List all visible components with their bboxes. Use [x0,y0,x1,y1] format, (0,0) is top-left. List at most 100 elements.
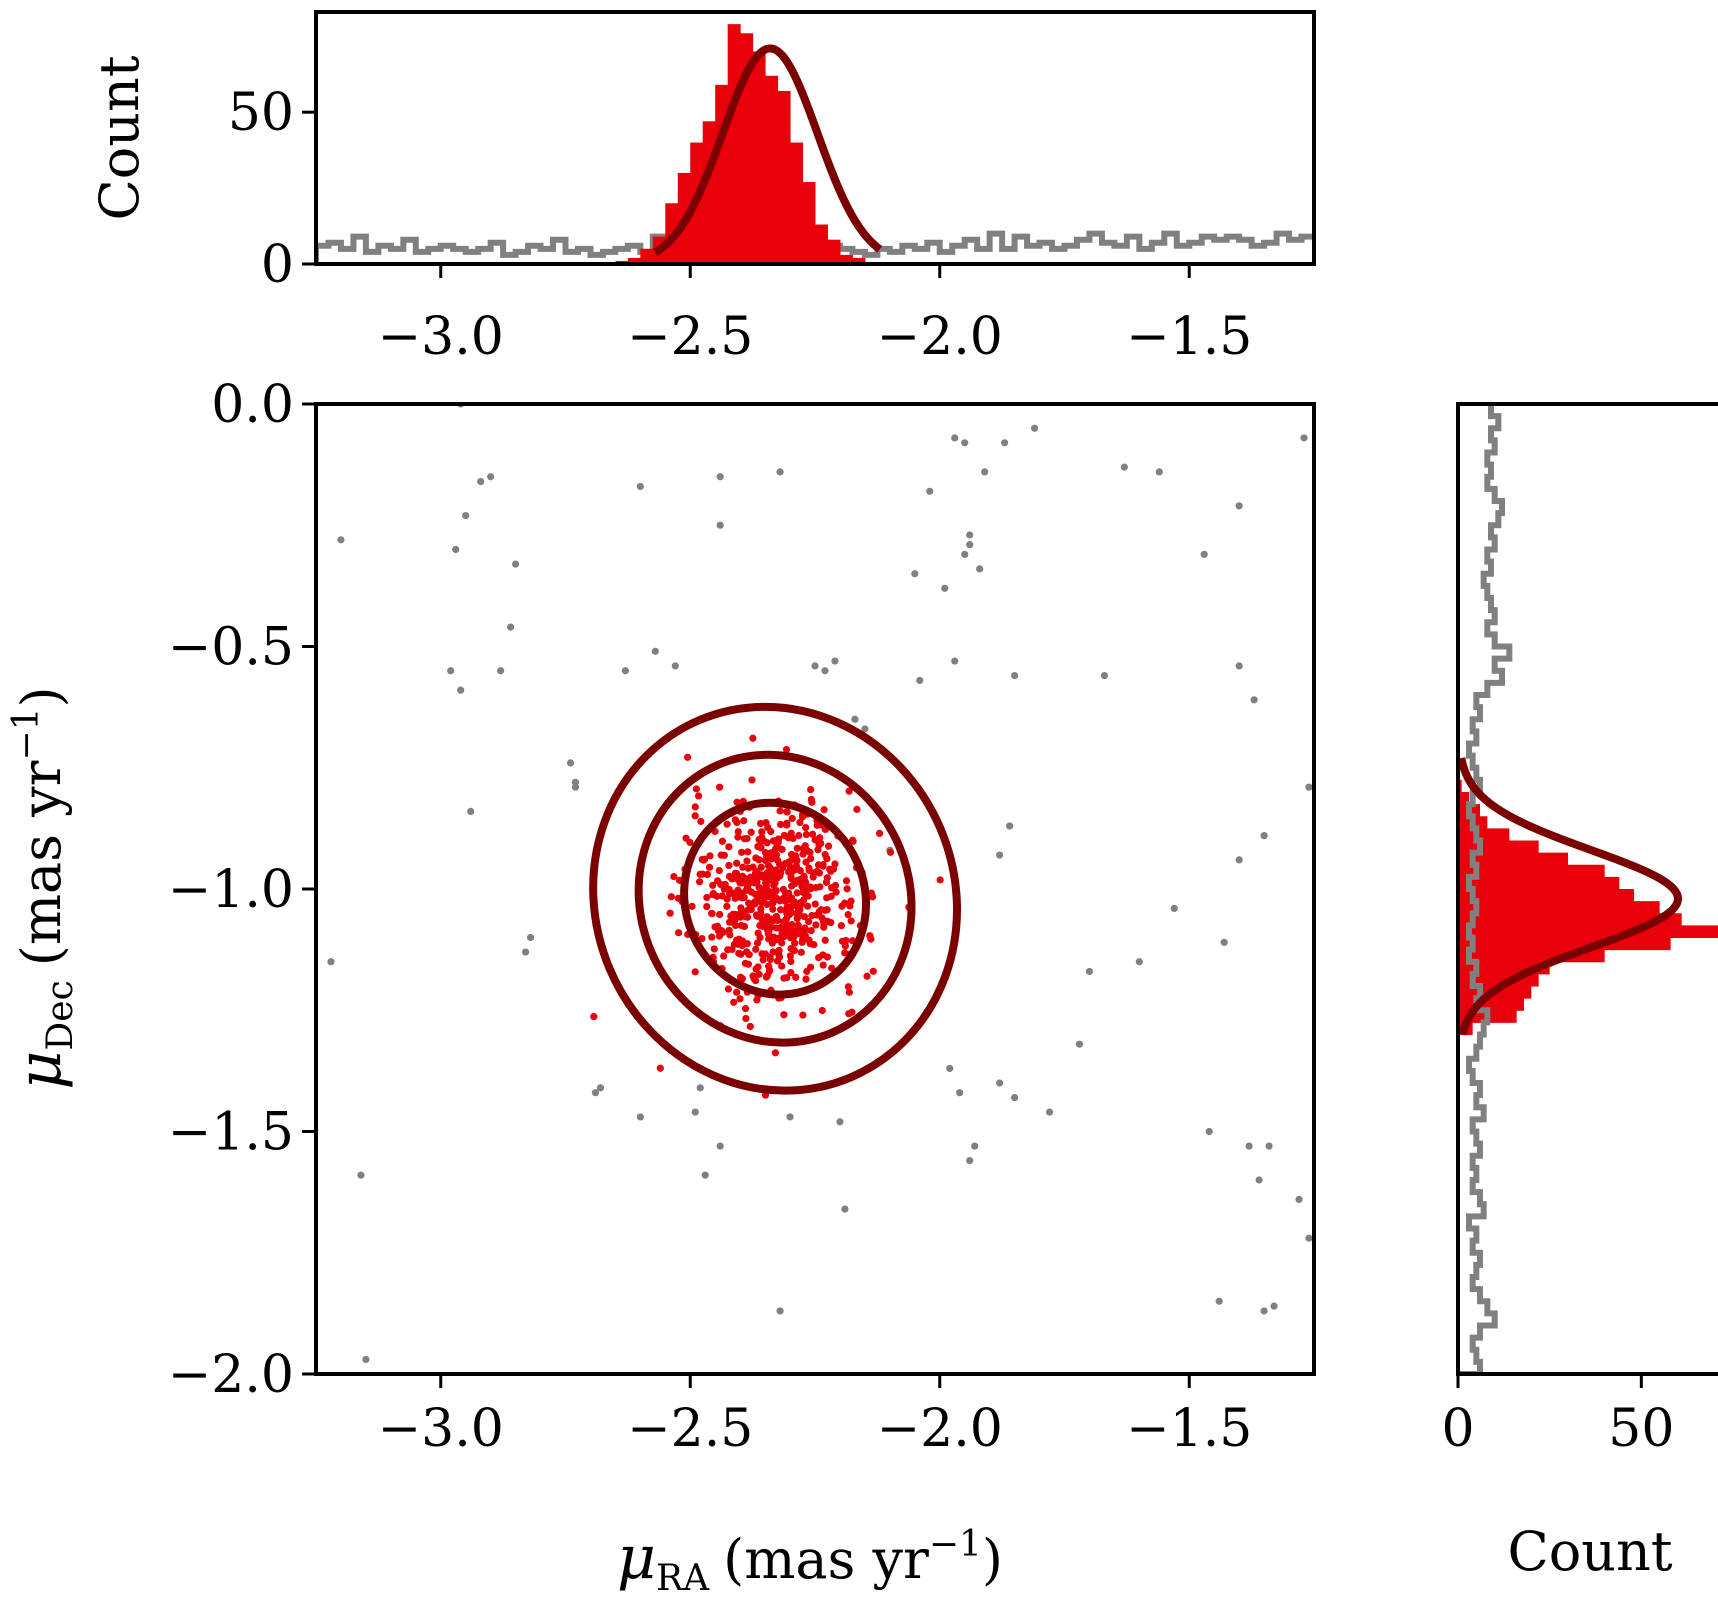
field-point [636,1113,644,1121]
member-point [816,883,824,891]
member-point [670,873,678,881]
member-point [778,845,786,854]
right-member-bar [1458,925,1718,938]
right-member-bar [1458,937,1671,951]
field-point [966,1157,974,1165]
field-point [1001,439,1009,447]
member-point [867,935,875,943]
member-point [782,889,790,897]
member-point [706,852,714,860]
member-point [703,902,711,911]
member-point [695,878,704,886]
member-point [751,900,759,908]
member-point [694,792,703,800]
right-frame [1456,402,1718,1376]
member-point [740,893,748,902]
right-member-bar [1458,852,1568,866]
member-point [733,798,741,806]
member-point [733,988,741,996]
right-ticks: 0 50 [1441,1374,1674,1459]
member-point [787,873,795,881]
member-point [769,948,777,956]
member-point [795,831,803,840]
top-member-bar [839,254,853,264]
member-point [762,882,770,890]
field-point [1220,938,1228,946]
main-x-label-subscript: RA [656,1558,710,1598]
main-y-tick-label: −1.0 [168,860,294,920]
field-point [1215,1297,1223,1305]
member-point [791,939,799,947]
member-point [730,998,738,1006]
member-point [734,828,742,836]
member-point [794,900,802,908]
right-member-bar [1458,998,1524,1011]
member-point [667,893,675,901]
field-point [477,478,485,486]
field-point [1075,1040,1084,1048]
member-point [819,961,827,969]
member-point [778,862,786,870]
member-point [814,861,823,869]
member-point [809,830,817,838]
member-point [723,902,731,910]
member-point [768,900,776,908]
field-point [1305,783,1313,791]
member-point [691,968,699,976]
member-point [820,806,828,814]
member-point [769,905,777,913]
field-point [696,1084,704,1092]
member-point [762,973,771,981]
member-point [769,837,777,845]
member-point [752,965,760,973]
member-point [803,902,812,910]
top-member-bar [727,24,741,264]
field-point [996,1079,1004,1087]
member-point [787,863,795,871]
field-point [786,1113,794,1121]
member-point [777,923,785,932]
field-point [521,948,530,956]
field-point [851,715,859,723]
right-member-bar [1458,828,1510,841]
member-point [765,962,773,970]
main-y-label: μDec (mas yr−1) [5,686,81,1089]
top-member-histogram [615,24,866,264]
member-point [808,912,816,920]
member-point [716,910,724,919]
member-point [688,902,696,910]
field-point [946,1064,954,1073]
right-member-bar [1458,913,1682,926]
member-point [728,875,736,883]
member-point [821,850,829,859]
main-y-label-close: ) [10,686,73,707]
field-point [1135,958,1143,966]
member-point [696,870,704,878]
member-point [705,863,714,871]
field-point [1170,904,1178,913]
field-point [1085,967,1094,976]
member-point [590,1012,598,1021]
member-point [827,867,835,875]
field-point [976,565,984,573]
member-point [787,957,795,965]
main-x-tick-label: −3.0 [378,1399,504,1459]
top-ticks: −3.0 −2.5 −2.0 −1.5 0 50 [228,83,1253,367]
field-point [1250,696,1258,704]
member-point [735,949,743,957]
field-point [966,541,974,549]
main-x-label-close: ) [982,1528,1003,1591]
member-point [747,905,755,914]
member-point [717,851,725,859]
member-point [828,964,836,972]
top-member-bar [752,51,766,264]
right-field-histogram [1458,404,1513,1374]
right-x-tick-label: 50 [1608,1399,1674,1459]
field-point [1260,832,1268,840]
field-point [621,667,629,675]
member-point [844,910,852,919]
member-point [802,823,810,832]
member-point [715,866,723,875]
field-point [1300,434,1308,442]
top-member-bar [852,257,866,264]
